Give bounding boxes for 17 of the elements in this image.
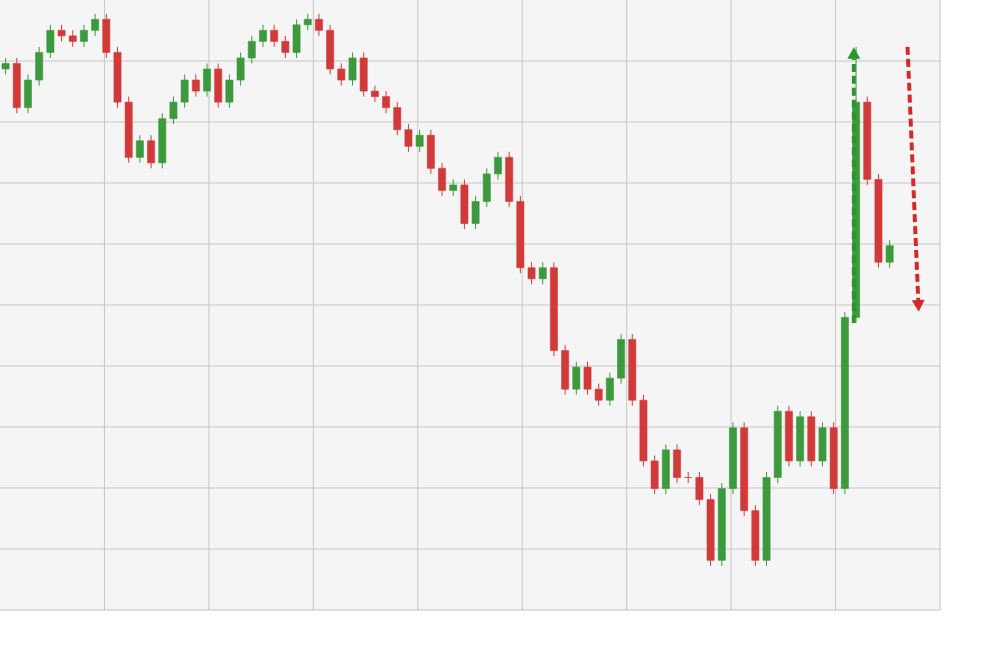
candlestick bbox=[214, 62, 223, 109]
candlestick bbox=[661, 443, 670, 495]
candlestick bbox=[136, 134, 144, 164]
candlestick bbox=[572, 361, 581, 396]
candlestick bbox=[415, 129, 424, 153]
candlestick bbox=[348, 51, 357, 87]
candlestick bbox=[673, 443, 681, 484]
candlestick bbox=[807, 410, 816, 467]
candlestick bbox=[818, 421, 827, 467]
candlestick bbox=[796, 410, 804, 467]
candlestick bbox=[203, 62, 211, 98]
candlestick bbox=[147, 134, 155, 169]
candlestick bbox=[885, 239, 894, 269]
candlestick bbox=[191, 74, 200, 98]
candlestick bbox=[12, 57, 21, 114]
candlestick bbox=[538, 261, 547, 285]
candlestick bbox=[460, 178, 469, 230]
